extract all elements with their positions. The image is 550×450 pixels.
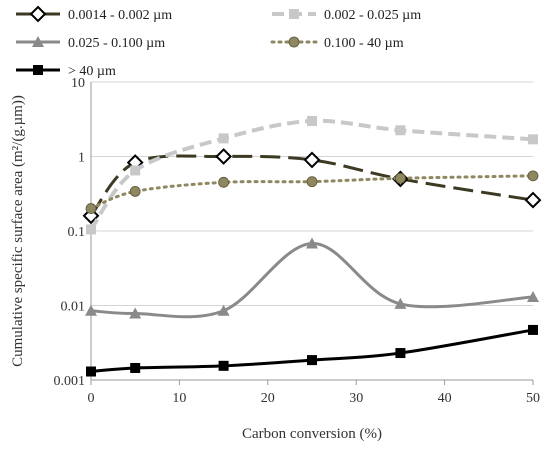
data-point [306,237,318,249]
legend-label: 0.025 - 0.100 µm [68,36,165,51]
series-4 [86,324,538,377]
data-point [527,170,539,182]
y-axis-title: Cumulative specific surface area (m²/(g.… [10,95,26,367]
legend-label: 0.002 - 0.025 µm [324,8,421,23]
legend: 0.0014 - 0.002 µm 0.002 - 0.025 µm 0.025 -… [16,5,421,79]
data-point [394,297,407,309]
data-point [218,176,230,188]
data-point [303,151,321,169]
data-point [85,203,97,214]
legend-marker [289,9,299,19]
data-point [215,148,233,165]
data-point [524,191,542,209]
series-line [89,118,534,231]
x-tick-label: 0 [88,391,95,406]
x-ticks: 0 10 20 30 40 50 [88,380,540,406]
x-tick-label: 10 [172,391,186,406]
y-tick-label: 0.001 [54,374,86,389]
data-point [306,176,318,188]
data-point [129,186,141,197]
data-point [129,307,142,319]
data-point [307,115,317,126]
y-tick-label: 10 [71,76,85,91]
x-tick-label: 20 [261,391,275,406]
series-1 [86,115,538,235]
legend-marker [32,36,44,47]
legend-marker [33,65,43,75]
data-point [130,165,141,176]
data-point [307,355,317,366]
data-point [218,133,229,144]
series-2 [85,237,539,319]
legend-marker [288,36,300,48]
data-point [528,134,538,145]
legend-label: > 40 µm [68,64,116,79]
legend-marker [29,5,47,23]
legend-item: 0.002 - 0.025 µm [272,8,421,23]
data-point [528,324,538,335]
x-tick-label: 40 [438,391,452,406]
y-tick-label: 0.1 [68,225,86,240]
x-tick-label: 30 [349,391,363,406]
data-point [85,304,97,316]
y-tick-label: 1 [78,151,85,166]
data-point [395,125,406,136]
x-tick-label: 50 [526,391,540,406]
y-tick-label: 0.01 [61,300,86,315]
data-point [395,348,406,359]
x-axis-title: Carbon conversion (%) [242,426,382,442]
data-point [86,366,96,377]
legend-item: 0.100 - 40 µm [270,36,404,51]
series-3 [85,170,539,214]
legend-item: 0.0014 - 0.002 µm [16,5,172,23]
legend-item: > 40 µm [16,64,116,79]
data-point [86,224,96,235]
gridlines [91,81,533,381]
data-point [217,304,230,316]
data-point [527,291,539,303]
legend-label: 0.0014 - 0.002 µm [68,8,172,23]
series-line [90,328,534,374]
series-layer [82,115,542,377]
y-ticks: 0.001 0.01 0.1 1 10 [54,76,86,389]
legend-label: 0.100 - 40 µm [324,36,404,51]
data-point [130,362,141,373]
data-point [394,172,406,184]
legend-item: 0.025 - 0.100 µm [16,36,165,51]
data-point [218,360,229,371]
